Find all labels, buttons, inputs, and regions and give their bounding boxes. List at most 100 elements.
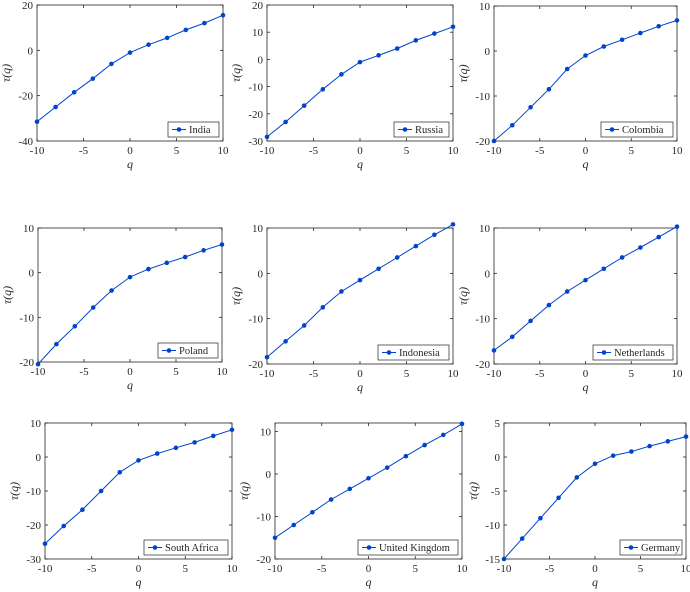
x-tick-label: -10: [31, 366, 46, 378]
y-axis-label: τ(q): [0, 64, 13, 82]
x-tick-label: 10: [672, 368, 684, 380]
y-tick-label: -30: [26, 554, 41, 566]
data-point: [501, 556, 507, 562]
legend: Netherlands: [592, 344, 674, 361]
legend-box: [377, 344, 450, 361]
x-axis-label: q: [366, 575, 372, 589]
x-tick-label: -5: [79, 145, 89, 157]
x-tick-label: 5: [629, 145, 635, 157]
data-point: [459, 421, 465, 427]
data-point: [366, 475, 371, 481]
axes-box: [266, 227, 454, 365]
data-point: [183, 27, 189, 33]
x-tick-label: 10: [672, 145, 684, 157]
x-tick-label: 0: [357, 145, 363, 157]
y-tick-label: 5: [495, 418, 501, 430]
chart-panel: -10 -5 0 5 10 -30 -20 -10 0 10 20 q τ(q) Russia: [229, 0, 459, 171]
legend: United Kingdom: [357, 539, 459, 556]
data-point: [90, 76, 96, 81]
x-tick-label: 10: [457, 563, 469, 575]
legend-label: Russia: [415, 125, 443, 136]
y-tick-label: 10: [479, 1, 491, 13]
data-point: [674, 18, 680, 23]
legend-label: Germany: [641, 543, 681, 554]
data-point: [264, 134, 270, 140]
y-tick-label: 0: [36, 452, 42, 464]
legend-box: [357, 539, 459, 556]
y-tick-label: 0: [29, 268, 35, 280]
legend: Colombia: [600, 121, 674, 138]
data-point: [422, 442, 427, 448]
x-axis-label: q: [583, 157, 589, 171]
data-point: [619, 37, 625, 43]
x-tick-label: -10: [268, 563, 283, 575]
legend-label: Poland: [179, 346, 209, 357]
data-point: [538, 515, 543, 521]
x-axis-label: q: [583, 380, 589, 394]
y-tick-label: -20: [475, 359, 490, 371]
legend-label: United Kingdom: [379, 543, 450, 554]
y-tick-label: -20: [248, 359, 263, 371]
legend: Poland: [157, 342, 219, 359]
y-tick-label: -20: [18, 91, 33, 103]
data-point: [619, 255, 625, 260]
data-point: [528, 318, 533, 324]
x-tick-label: -10: [487, 145, 502, 157]
data-point: [117, 470, 123, 475]
legend-label: Indonesia: [399, 348, 440, 359]
data-point: [54, 341, 59, 347]
x-tick-label: -10: [30, 145, 45, 157]
data-point: [164, 260, 170, 266]
data-point: [441, 432, 446, 438]
x-tick-label: 10: [448, 368, 460, 380]
data-point: [546, 86, 552, 92]
legend-box: [157, 342, 219, 359]
legend: South Africa: [143, 539, 229, 556]
data-point: [546, 302, 552, 308]
data-point: [192, 440, 197, 445]
legend-label: South Africa: [165, 543, 219, 554]
y-tick-label: 10: [252, 223, 264, 235]
data-point: [574, 475, 580, 480]
x-tick-label: 5: [413, 563, 419, 575]
y-tick-label: 0: [258, 268, 264, 280]
y-axis-label: τ(q): [456, 64, 470, 82]
legend-marker: [609, 127, 615, 132]
axes-box: [36, 4, 224, 142]
data-point: [519, 536, 525, 541]
series-line: [493, 226, 678, 351]
data-point: [202, 20, 207, 26]
data-point: [610, 453, 616, 458]
y-tick-label: -20: [19, 357, 34, 369]
y-tick-label: 0: [258, 54, 264, 66]
data-point: [109, 288, 114, 293]
y-axis-label: τ(q): [7, 482, 21, 500]
legend-marker: [402, 127, 408, 132]
data-point: [403, 453, 409, 459]
y-tick-label: -20: [475, 136, 490, 148]
data-point: [72, 323, 78, 329]
data-point: [339, 72, 344, 77]
data-point: [283, 339, 288, 344]
data-point: [674, 224, 680, 229]
data-point: [264, 354, 270, 360]
data-point: [220, 12, 226, 18]
chart-panel: -10 -5 0 5 10 -40 -20 0 20 q τ(q) India: [0, 0, 229, 171]
axes-box: [274, 422, 463, 560]
x-tick-label: 0: [357, 368, 363, 380]
data-point: [61, 523, 66, 529]
x-axis-label: q: [127, 157, 133, 171]
x-tick-label: -5: [535, 368, 545, 380]
legend-box: [619, 539, 683, 556]
legend-label: Colombia: [622, 125, 664, 136]
data-point: [656, 23, 661, 29]
data-point: [173, 445, 179, 451]
y-tick-label: -10: [475, 91, 490, 103]
y-tick-label: 10: [30, 418, 42, 430]
y-tick-label: -15: [485, 554, 500, 566]
y-tick-label: -5: [491, 486, 501, 498]
